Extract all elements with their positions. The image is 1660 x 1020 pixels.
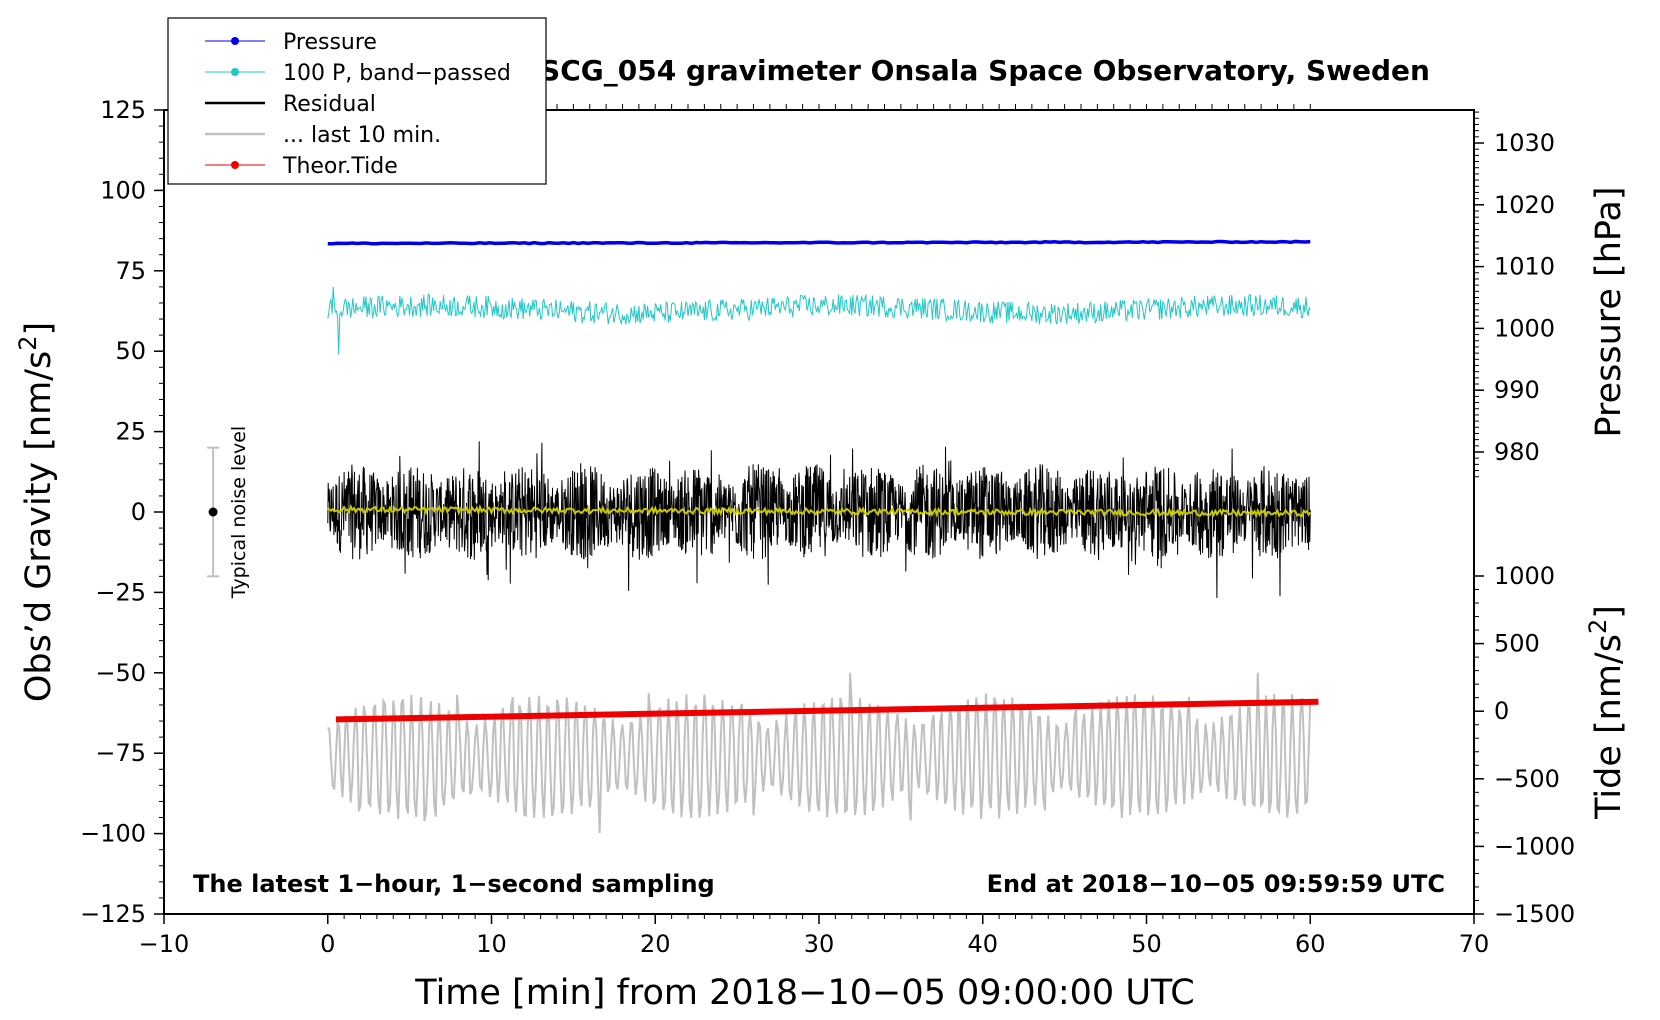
y-tick-label: −75 [95,739,146,767]
series-residual [327,441,1311,599]
legend-swatch-marker [231,68,239,76]
legend-item: Pressure [205,30,377,55]
series-pressure [327,239,1311,246]
x-tick-label: 50 [1131,930,1162,958]
legend-label: ... last 10 min. [283,123,441,148]
series-residual-smoothed [327,503,1312,519]
noise-level-label: Typical noise level [228,426,250,599]
ticks-layer: −10 0 10 20 30 40 50 60 70−125−100−75−50−2502550… [80,96,1575,958]
legend-items: Pressure 100 P, band−passed Residual ... la… [205,30,511,179]
x-tick-label: 20 [640,930,671,958]
y-tick-label: 125 [100,96,146,124]
tide-tick-label: −1500 [1494,900,1575,928]
pressure-tick-label: 1000 [1494,314,1555,342]
annotation-sampling: The latest 1−hour, 1−second sampling [193,870,715,898]
y-tick-label: −25 [95,578,146,606]
legend-label: Theor.Tide [282,154,398,179]
legend-label: Residual [283,92,376,117]
pressure-tick-label: 1020 [1494,191,1555,219]
y-tick-label: 0 [131,498,146,526]
series-theor-tide [335,698,1319,723]
legend-box [167,17,547,185]
x-tick-label: 0 [320,930,335,958]
y-tick-label: −125 [80,900,146,928]
tide-tick-label: −1000 [1494,832,1575,860]
tide-tick-label: 1000 [1494,562,1555,590]
pressure-tick-label: 990 [1494,376,1540,404]
x-tick-label: 40 [967,930,998,958]
y-axis-label-left: Obs’d Gravity [nm/s2] [14,322,59,702]
legend-label: Pressure [283,30,377,55]
y-tick-label: 100 [100,176,146,204]
legend-item: Theor.Tide [205,154,398,179]
legend-item: ... last 10 min. [205,123,441,148]
y-tick-label: 25 [115,418,146,446]
y-axis-label-pressure: Pressure [hPa] [1589,186,1629,437]
pressure-tick-label: 1010 [1494,253,1555,281]
noise-level-indicator: Typical noise level [207,426,250,599]
y-tick-label: −50 [95,659,146,687]
annotation-end-time: End at 2018−10−05 09:59:59 UTC [987,870,1445,898]
tide-tick-label: 500 [1494,630,1540,658]
pressure-tick-label: 1030 [1494,129,1555,157]
x-tick-label: 70 [1459,930,1490,958]
legend: Pressure 100 P, band−passed Residual ... la… [167,17,547,185]
tide-tick-label: 0 [1494,697,1509,725]
legend-swatch-marker [231,161,239,169]
x-tick-label: 10 [476,930,507,958]
y-tick-label: 75 [115,257,146,285]
pressure-tick-label: 980 [1494,438,1540,466]
noise-bar-center-dot [208,507,218,517]
tide-tick-label: −500 [1494,765,1560,793]
x-tick-label: −10 [139,930,190,958]
y-tick-label: −100 [80,820,146,848]
series-layer [327,239,1319,834]
legend-swatch-marker [231,37,239,45]
legend-item: Residual [205,92,376,117]
chart-title: SCG_054 gravimeter Onsala Space Observat… [540,54,1430,87]
x-tick-label: 60 [1295,930,1326,958]
y-axis-label-tide: Tide [nm/s2] [1584,605,1629,820]
legend-label: 100 P, band−passed [283,61,511,86]
y-tick-label: 50 [115,337,146,365]
x-tick-label: 30 [804,930,835,958]
series-pressure-bandpassed [327,286,1311,355]
series-last-10-min [327,672,1312,834]
legend-item: 100 P, band−passed [205,61,511,86]
x-axis-label: Time [min] from 2018−10−05 09:00:00 UTC [414,973,1194,1013]
